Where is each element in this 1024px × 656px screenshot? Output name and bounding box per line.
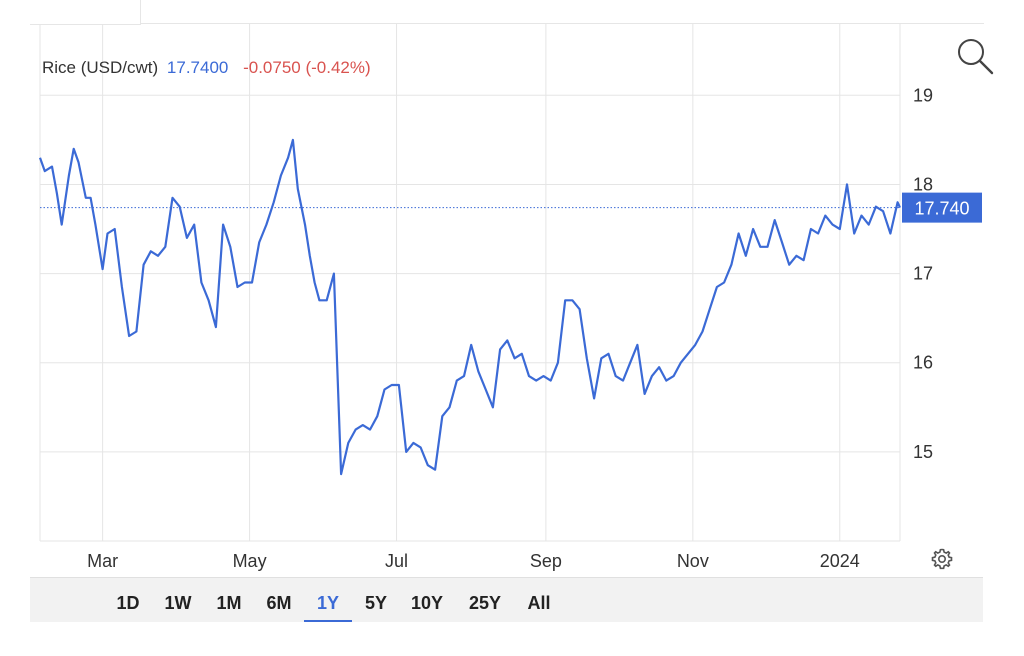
range-button-10y[interactable]: 10Y [410,593,444,613]
search-icon [958,39,994,75]
search-button[interactable] [955,36,995,76]
range-button-6m[interactable]: 6M [266,593,292,613]
y-tick-label: 18 [913,174,933,194]
x-tick-label: Sep [530,551,562,571]
price-change: -0.0750 (-0.42%) [243,58,371,77]
settings-button[interactable] [930,547,954,571]
y-tick-label: 19 [913,85,933,105]
x-tick-label: Nov [677,551,709,571]
series-layer [38,138,902,476]
last-value-badge-text: 17.740 [914,199,969,219]
range-button-5y[interactable]: 5Y [364,593,388,613]
range-button-25y[interactable]: 25Y [468,593,502,613]
range-button-1w[interactable]: 1W [164,593,192,613]
axis-ticks: 15 16 17 18 19 Mar May Jul Sep Nov 2024 [87,85,933,571]
gridlines [39,24,901,542]
gear-icon [931,548,953,570]
x-tick-label: Jul [385,551,408,571]
instrument-name: Rice (USD/cwt) [42,58,159,77]
x-tick-label: 2024 [820,551,860,571]
current-price: 17.7400 [166,58,229,77]
series-line-rice [38,138,902,476]
y-tick-label: 15 [913,442,933,462]
last-value-badge-bg [902,192,982,223]
range-button-all[interactable]: All [527,593,551,613]
top-tab [30,0,141,25]
x-tick-label: Mar [87,551,118,571]
top-divider [140,23,984,24]
range-button-1d[interactable]: 1D [116,593,140,613]
y-tick-label: 17 [913,264,933,284]
range-button-1m[interactable]: 1M [216,593,242,613]
range-selector: 1D 1W 1M 6M 1Y 5Y 10Y 25Y All [30,577,983,622]
chart-legend: Rice (USD/cwt) 17.7400 -0.0750 (-0.42%) [42,58,371,78]
last-value-badge: 17.740 [40,192,982,223]
y-tick-label: 16 [913,353,933,373]
range-button-1y[interactable]: 1Y [304,578,352,622]
x-tick-label: May [233,551,267,571]
